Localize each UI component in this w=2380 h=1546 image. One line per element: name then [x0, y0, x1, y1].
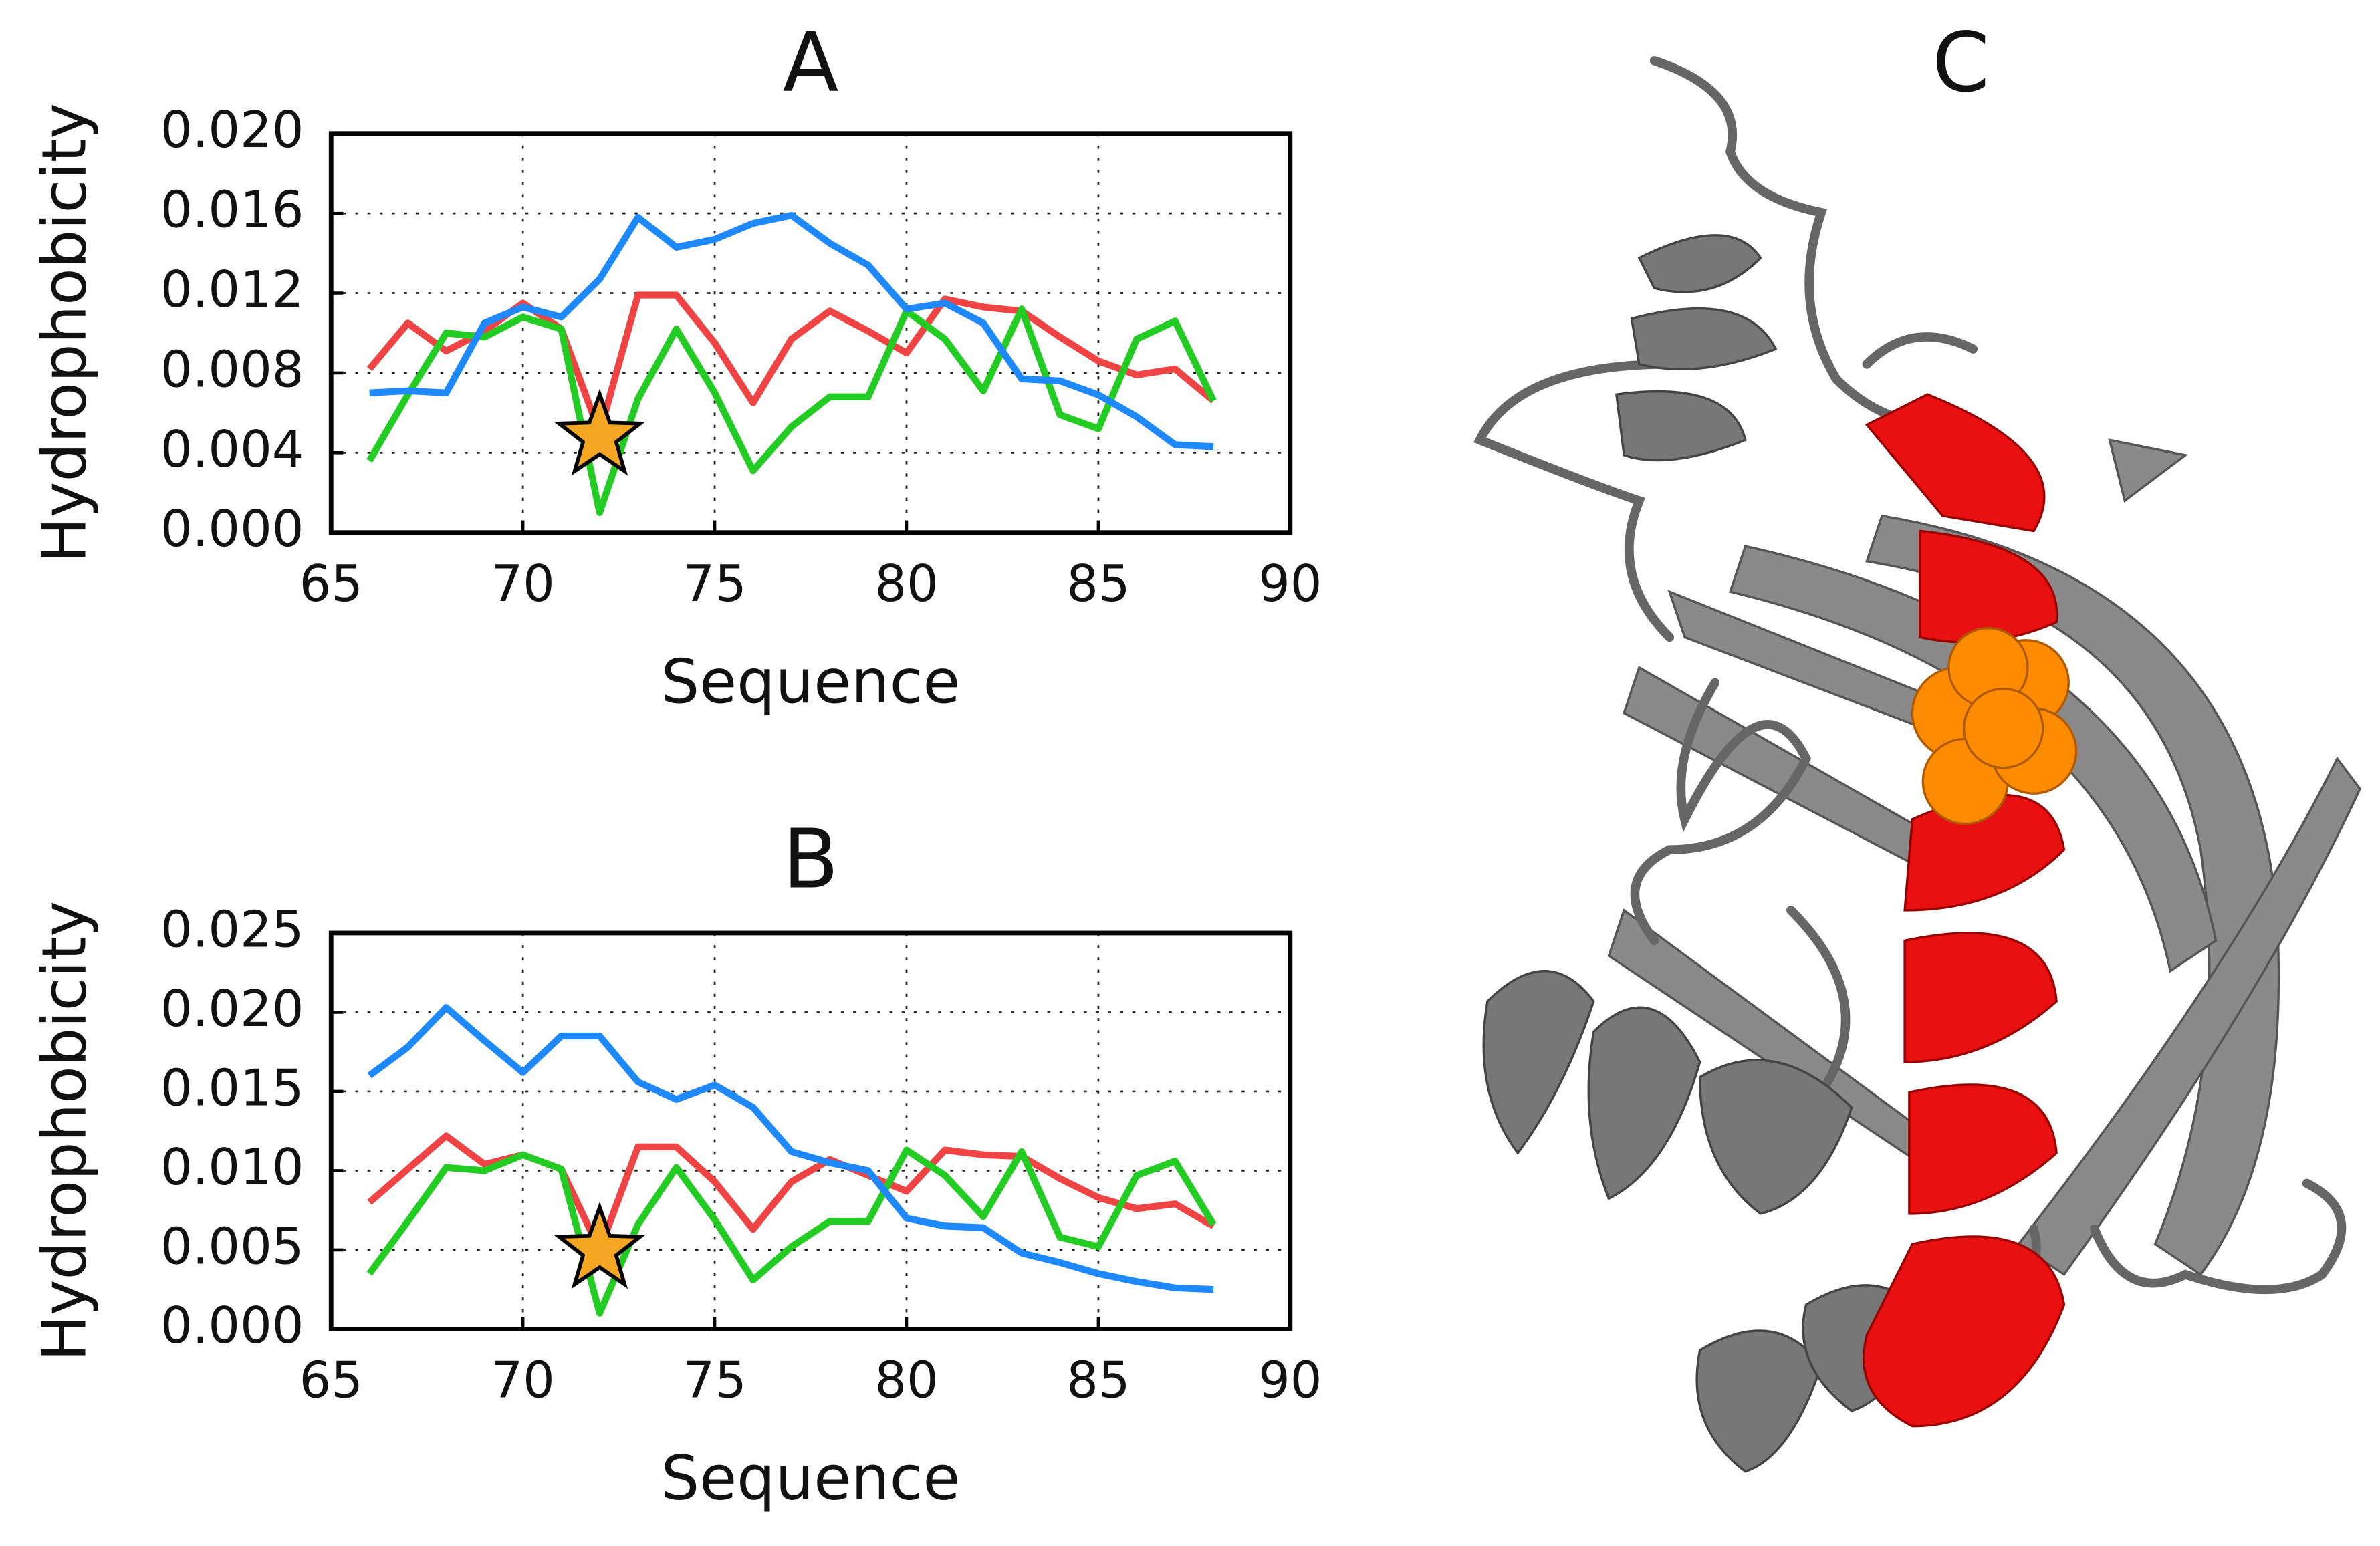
y-axis-label: Hydrophobicity: [29, 103, 100, 563]
y-tick-label: 0.016: [160, 180, 304, 239]
star-marker: [554, 388, 646, 476]
data-line: [369, 212, 1214, 450]
plot-frame: [328, 930, 1293, 1331]
protein-structure: [1473, 55, 2362, 1473]
chart-title: A: [783, 15, 839, 110]
x-tick-label: 75: [683, 554, 746, 613]
data-line: [367, 1004, 1214, 1293]
y-tick-label: 0.004: [160, 420, 304, 479]
y-tick-label: 0.008: [160, 340, 304, 398]
chart: B Sequence Hydrophobicity 0.000 0.005 0.010 0.…: [29, 811, 1322, 1514]
x-tick-label: 70: [491, 554, 555, 613]
x-tick-label: 90: [1258, 554, 1322, 613]
y-axis-label: Hydrophobicity: [29, 901, 100, 1361]
chart: A Sequence Hydrophobicity 0.000 0.004 0.008 0.…: [29, 15, 1322, 717]
y-tick-label: 0.010: [160, 1138, 304, 1196]
y-tick-label: 0.005: [160, 1216, 304, 1275]
x-tick-label: 85: [1066, 554, 1130, 613]
x-tick-label: 65: [300, 1351, 363, 1410]
plot-frame: [328, 131, 1293, 535]
y-tick-label: 0.012: [160, 260, 304, 319]
x-tick-label: 85: [1066, 1351, 1130, 1410]
data-line: [366, 305, 1217, 516]
x-tick-label: 80: [874, 554, 938, 613]
y-tick-label: 0.020: [160, 100, 304, 159]
y-tick-label: 0.000: [160, 1296, 304, 1355]
x-tick-label: 65: [300, 554, 363, 613]
panel-title: C: [1932, 15, 1990, 110]
x-tick-label: 70: [491, 1351, 555, 1410]
chart-title: B: [782, 811, 838, 907]
x-tick-label: 90: [1258, 1351, 1322, 1410]
y-tick-label: 0.000: [160, 499, 304, 558]
x-tick-label: 75: [683, 1351, 746, 1410]
x-tick-label: 80: [874, 1351, 938, 1410]
star-marker: [554, 1202, 646, 1289]
data-line: [366, 1146, 1217, 1317]
y-tick-label: 0.015: [160, 1058, 304, 1117]
y-tick-label: 0.020: [160, 979, 304, 1038]
y-tick-label: 0.025: [160, 900, 304, 958]
x-axis-label: Sequence: [661, 647, 961, 717]
x-axis-label: Sequence: [661, 1444, 961, 1514]
